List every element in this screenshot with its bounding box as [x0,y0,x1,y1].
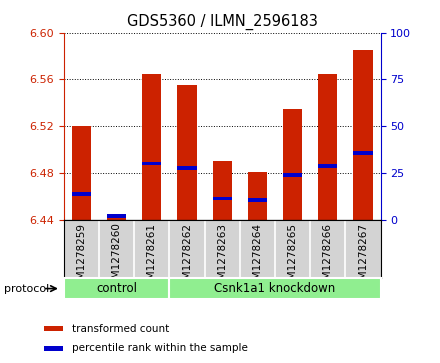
Bar [44,326,63,331]
Bar [283,174,302,177]
Text: GSM1278267: GSM1278267 [358,223,368,293]
Bar [318,164,337,168]
Text: GSM1278266: GSM1278266 [323,223,333,293]
Bar [44,346,63,351]
Text: GSM1278259: GSM1278259 [77,223,86,293]
Bar [142,162,161,165]
Bar [177,85,197,220]
Bar [107,215,126,218]
Text: GSM1278261: GSM1278261 [147,223,157,293]
Text: protocol: protocol [4,284,50,294]
Bar [248,172,267,220]
Text: GSM1278264: GSM1278264 [253,223,262,293]
Bar [213,197,232,200]
Text: control: control [96,282,137,295]
Bar [353,50,373,220]
Bar [318,74,337,220]
Bar [248,198,267,201]
Bar [107,214,126,220]
Text: GSM1278263: GSM1278263 [217,223,227,293]
Bar [177,167,197,170]
Bar [283,109,302,220]
Title: GDS5360 / ILMN_2596183: GDS5360 / ILMN_2596183 [127,14,318,30]
Text: percentile rank within the sample: percentile rank within the sample [72,343,248,354]
Text: Csnk1a1 knockdown: Csnk1a1 knockdown [214,282,336,295]
Bar [142,74,161,220]
Bar [72,126,91,220]
FancyBboxPatch shape [64,278,169,299]
Bar [213,161,232,220]
FancyBboxPatch shape [169,278,381,299]
Text: GSM1278265: GSM1278265 [288,223,297,293]
Text: GSM1278262: GSM1278262 [182,223,192,293]
Bar [353,151,373,155]
Bar [72,192,91,196]
Text: transformed count: transformed count [72,324,169,334]
Text: GSM1278260: GSM1278260 [112,223,121,292]
